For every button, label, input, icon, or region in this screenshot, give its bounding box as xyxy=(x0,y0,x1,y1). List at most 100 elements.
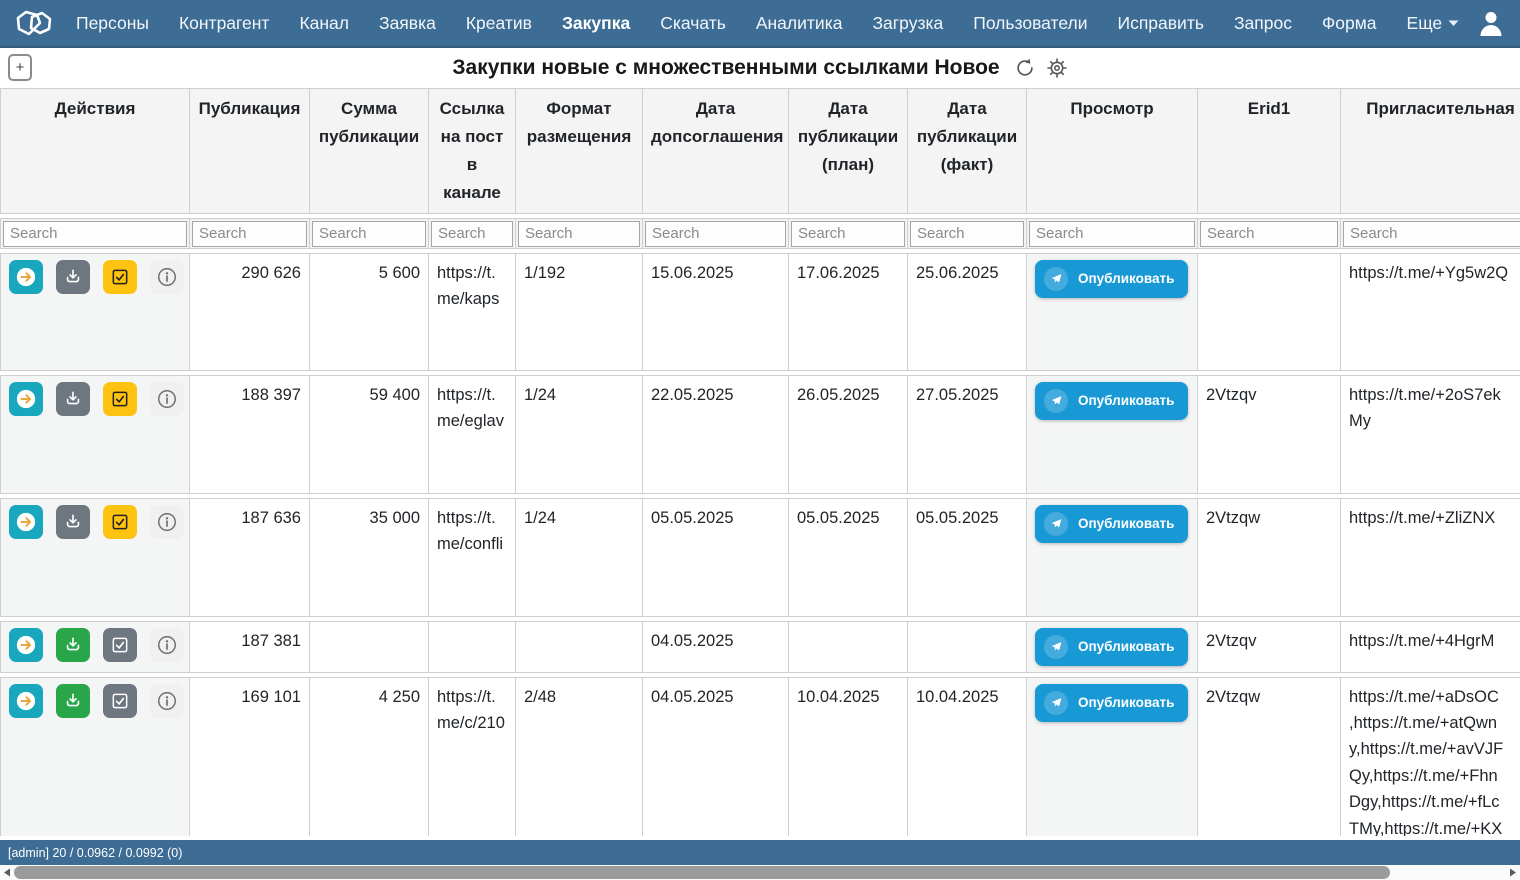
publish-button-label: Опубликовать xyxy=(1078,516,1175,532)
row-info-button[interactable] xyxy=(150,504,184,539)
search-input-view[interactable] xyxy=(1029,220,1195,247)
col-header-format[interactable]: Формат размещения xyxy=(516,88,643,215)
col-header-addendum-date[interactable]: Дата допсоглашения xyxy=(643,88,789,215)
open-row-button[interactable] xyxy=(9,381,43,416)
table-row: 188 397 59 400 https://t. me/eglav 1/24 … xyxy=(0,374,1520,494)
nav-item-forma[interactable]: Форма xyxy=(1321,12,1377,33)
app-logo-icon[interactable] xyxy=(14,8,54,38)
search-input-erid1[interactable] xyxy=(1200,220,1338,247)
post-link-cell[interactable]: https://t. me/c/210 xyxy=(429,676,516,836)
open-row-button[interactable] xyxy=(9,683,43,718)
publish-button[interactable]: Опубликовать xyxy=(1035,683,1189,722)
plan-date-cell: 10.04.2025 xyxy=(789,676,908,836)
plan-date-cell: 05.05.2025 xyxy=(789,497,908,617)
nav-item-zapros[interactable]: Запрос xyxy=(1233,12,1292,33)
status-bar: [admin] 20 / 0.0962 / 0.0992 (0) xyxy=(0,840,1520,865)
nav-item-zagruzka[interactable]: Загрузка xyxy=(872,12,944,33)
search-input-fact-date[interactable] xyxy=(910,220,1024,247)
open-row-button[interactable] xyxy=(9,504,43,539)
open-row-button[interactable] xyxy=(9,627,43,662)
horizontal-scrollbar[interactable] xyxy=(0,865,1520,880)
erid-cell xyxy=(1198,252,1341,371)
amount-cell: 35 000 xyxy=(310,497,429,617)
col-header-plan-date[interactable]: Дата публикации (план) xyxy=(789,88,908,215)
refresh-icon[interactable] xyxy=(1014,57,1036,79)
scroll-left-arrow-icon[interactable] xyxy=(0,865,14,880)
publish-button[interactable]: Опубликовать xyxy=(1035,259,1189,298)
post-link-cell[interactable]: https://t. me/confli xyxy=(429,497,516,617)
addendum-date-cell: 04.05.2025 xyxy=(643,676,789,836)
publish-button[interactable]: Опубликовать xyxy=(1035,381,1189,420)
top-nav-bar: Персоны Контрагент Канал Заявка Креатив … xyxy=(0,0,1520,48)
search-input-post-link[interactable] xyxy=(431,220,513,247)
search-input-amount[interactable] xyxy=(312,220,426,247)
row-info-button[interactable] xyxy=(150,627,184,662)
nav-item-analitika[interactable]: Аналитика xyxy=(755,12,843,33)
col-header-amount[interactable]: Сумма публикации xyxy=(310,88,429,215)
download-row-button[interactable] xyxy=(56,683,90,718)
col-header-actions[interactable]: Действия xyxy=(0,88,190,215)
chevron-down-icon xyxy=(1448,20,1459,26)
fact-date-cell: 10.04.2025 xyxy=(908,676,1027,836)
nav-item-kreativ[interactable]: Креатив xyxy=(465,12,532,33)
nav-item-zayavka[interactable]: Заявка xyxy=(379,12,436,33)
download-icon xyxy=(66,693,80,707)
scrollbar-thumb[interactable] xyxy=(14,866,1390,879)
addendum-date-cell: 15.06.2025 xyxy=(643,252,789,371)
row-info-button[interactable] xyxy=(150,381,184,416)
open-row-button[interactable] xyxy=(9,259,43,294)
invite-link-cell[interactable]: https://t.me/+4HgrM xyxy=(1341,620,1520,673)
user-account-icon[interactable] xyxy=(1476,8,1506,38)
col-header-fact-date[interactable]: Дата публикации (факт) xyxy=(908,88,1027,215)
nav-more-label: Еще xyxy=(1406,12,1443,33)
nav-item-kontragent[interactable]: Контрагент xyxy=(178,12,270,33)
add-row-button[interactable]: + xyxy=(8,54,32,81)
col-header-invite-link[interactable]: Пригласительная xyxy=(1341,88,1520,215)
col-header-erid1[interactable]: Erid1 xyxy=(1198,88,1341,215)
invite-link-cell[interactable]: https://t.me/+2oS7ek My xyxy=(1341,374,1520,494)
download-row-button[interactable] xyxy=(56,259,90,294)
search-input-plan-date[interactable] xyxy=(791,220,905,247)
invite-link-cell[interactable]: https://t.me/+ZliZNX xyxy=(1341,497,1520,617)
col-header-publication[interactable]: Публикация xyxy=(190,88,310,215)
select-row-checkbox[interactable] xyxy=(103,381,137,416)
row-info-button[interactable] xyxy=(150,683,184,718)
telegram-icon xyxy=(1044,634,1068,659)
publish-button[interactable]: Опубликовать xyxy=(1035,504,1189,543)
download-row-button[interactable] xyxy=(56,381,90,416)
fact-date-cell: 25.06.2025 xyxy=(908,252,1027,371)
info-circle-icon xyxy=(158,635,176,654)
nav-item-zakupka[interactable]: Закупка xyxy=(561,12,631,33)
nav-item-persony[interactable]: Персоны xyxy=(76,12,149,33)
download-row-button[interactable] xyxy=(56,627,90,662)
col-header-view[interactable]: Просмотр xyxy=(1027,88,1198,215)
search-input-invite[interactable] xyxy=(1343,220,1520,247)
settings-gear-icon[interactable] xyxy=(1046,57,1068,79)
nav-item-more[interactable]: Еще xyxy=(1407,13,1460,34)
nav-item-polzovateli[interactable]: Пользователи xyxy=(973,12,1088,33)
publish-button[interactable]: Опубликовать xyxy=(1035,627,1189,666)
amount-cell: 4 250 xyxy=(310,676,429,836)
search-input-format[interactable] xyxy=(518,220,640,247)
post-link-cell[interactable]: https://t. me/kaps xyxy=(429,252,516,371)
publication-cell: 188 397 xyxy=(190,374,310,494)
col-header-post-link[interactable]: Ссылка на пост в канале xyxy=(429,88,516,215)
invite-link-cell[interactable]: https://t.me/+aDsOC ,https://t.me/+atQwn… xyxy=(1341,676,1520,836)
nav-item-ispravit[interactable]: Исправить xyxy=(1117,12,1204,33)
post-link-cell[interactable]: https://t. me/eglav xyxy=(429,374,516,494)
select-row-checkbox[interactable] xyxy=(103,683,137,718)
select-row-checkbox[interactable] xyxy=(103,627,137,662)
search-input-addendum[interactable] xyxy=(645,220,786,247)
download-row-button[interactable] xyxy=(56,504,90,539)
search-input-publication[interactable] xyxy=(192,220,307,247)
search-input-actions[interactable] xyxy=(3,220,187,247)
select-row-checkbox[interactable] xyxy=(103,259,137,294)
scroll-right-arrow-icon[interactable] xyxy=(1506,865,1520,880)
row-info-button[interactable] xyxy=(150,259,184,294)
invite-link-cell[interactable]: https://t.me/+Yg5w2Q xyxy=(1341,252,1520,371)
nav-item-kanal[interactable]: Канал xyxy=(299,12,349,33)
nav-item-skachat[interactable]: Скачать xyxy=(660,12,726,33)
select-row-checkbox[interactable] xyxy=(103,504,137,539)
amount-cell xyxy=(310,620,429,673)
check-square-icon xyxy=(112,514,128,530)
